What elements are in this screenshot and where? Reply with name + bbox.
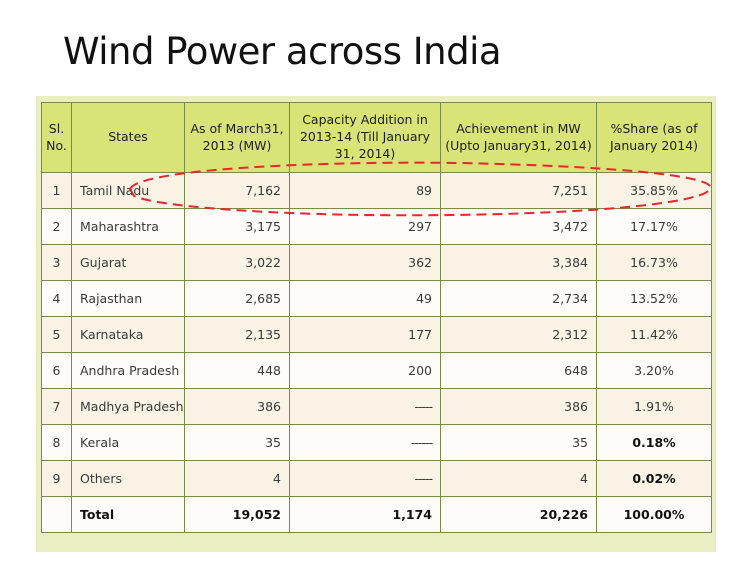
cell-share: 35.85% bbox=[596, 172, 712, 209]
table-row: 8 Kerala 35 ------ 35 0.18% bbox=[41, 424, 712, 461]
cell-state: Rajasthan bbox=[71, 280, 185, 317]
table-row: 3 Gujarat 3,022 362 3,384 16.73% bbox=[41, 244, 712, 281]
cell-state: Total bbox=[71, 496, 185, 533]
header-row: Sl. No. States As of March31, 2013 (MW) … bbox=[41, 102, 712, 173]
cell-addition: 1,174 bbox=[289, 496, 441, 533]
cell-state: Karnataka bbox=[71, 316, 185, 353]
cell-addition: ------ bbox=[289, 424, 441, 461]
cell-share: 16.73% bbox=[596, 244, 712, 281]
cell-march-2013: 2,135 bbox=[184, 316, 290, 353]
table-row: 5 Karnataka 2,135 177 2,312 11.42% bbox=[41, 316, 712, 353]
cell-share: 0.18% bbox=[596, 424, 712, 461]
total-row: Total 19,052 1,174 20,226 100.00% bbox=[41, 496, 712, 533]
cell-achievement: 4 bbox=[440, 460, 597, 497]
table-row: 6 Andhra Pradesh 448 200 648 3.20% bbox=[41, 352, 712, 389]
cell-march-2013: 3,022 bbox=[184, 244, 290, 281]
cell-state: Tamil Nadu bbox=[71, 172, 185, 209]
cell-sl: 7 bbox=[41, 388, 72, 425]
cell-sl: 6 bbox=[41, 352, 72, 389]
cell-sl bbox=[41, 496, 72, 533]
cell-march-2013: 3,175 bbox=[184, 208, 290, 245]
table-row: 9 Others 4 ----- 4 0.02% bbox=[41, 460, 712, 497]
cell-achievement: 20,226 bbox=[440, 496, 597, 533]
cell-addition: 200 bbox=[289, 352, 441, 389]
cell-achievement: 3,472 bbox=[440, 208, 597, 245]
cell-share: 11.42% bbox=[596, 316, 712, 353]
header-states: States bbox=[71, 102, 185, 173]
cell-share: 13.52% bbox=[596, 280, 712, 317]
cell-state: Others bbox=[71, 460, 185, 497]
cell-state: Madhya Pradesh bbox=[71, 388, 185, 425]
cell-share: 1.91% bbox=[596, 388, 712, 425]
cell-sl: 4 bbox=[41, 280, 72, 317]
cell-march-2013: 448 bbox=[184, 352, 290, 389]
table-row: 4 Rajasthan 2,685 49 2,734 13.52% bbox=[41, 280, 712, 317]
cell-share: 0.02% bbox=[596, 460, 712, 497]
cell-achievement: 2,734 bbox=[440, 280, 597, 317]
cell-addition: ----- bbox=[289, 388, 441, 425]
cell-state: Andhra Pradesh bbox=[71, 352, 185, 389]
cell-achievement: 648 bbox=[440, 352, 597, 389]
cell-addition: 49 bbox=[289, 280, 441, 317]
cell-achievement: 7,251 bbox=[440, 172, 597, 209]
cell-march-2013: 386 bbox=[184, 388, 290, 425]
cell-sl: 9 bbox=[41, 460, 72, 497]
header-sl-no: Sl. No. bbox=[41, 102, 72, 173]
cell-achievement: 3,384 bbox=[440, 244, 597, 281]
cell-share: 100.00% bbox=[596, 496, 712, 533]
cell-march-2013: 19,052 bbox=[184, 496, 290, 533]
cell-state: Maharashtra bbox=[71, 208, 185, 245]
wind-power-table: Sl. No. States As of March31, 2013 (MW) … bbox=[41, 102, 712, 533]
header-march-2013: As of March31, 2013 (MW) bbox=[184, 102, 290, 173]
cell-sl: 1 bbox=[41, 172, 72, 209]
cell-march-2013: 7,162 bbox=[184, 172, 290, 209]
cell-share: 3.20% bbox=[596, 352, 712, 389]
cell-march-2013: 2,685 bbox=[184, 280, 290, 317]
cell-addition: 177 bbox=[289, 316, 441, 353]
cell-addition: 89 bbox=[289, 172, 441, 209]
cell-march-2013: 35 bbox=[184, 424, 290, 461]
cell-sl: 5 bbox=[41, 316, 72, 353]
table-row: 1 Tamil Nadu 7,162 89 7,251 35.85% bbox=[41, 172, 712, 209]
cell-achievement: 386 bbox=[440, 388, 597, 425]
cell-sl: 3 bbox=[41, 244, 72, 281]
cell-achievement: 35 bbox=[440, 424, 597, 461]
cell-march-2013: 4 bbox=[184, 460, 290, 497]
cell-share: 17.17% bbox=[596, 208, 712, 245]
cell-addition: 362 bbox=[289, 244, 441, 281]
table-row: 7 Madhya Pradesh 386 ----- 386 1.91% bbox=[41, 388, 712, 425]
cell-achievement: 2,312 bbox=[440, 316, 597, 353]
slide-title: Wind Power across India bbox=[63, 30, 502, 73]
cell-sl: 2 bbox=[41, 208, 72, 245]
header-achievement: Achievement in MW (Upto January31, 2014) bbox=[440, 102, 597, 173]
cell-state: Kerala bbox=[71, 424, 185, 461]
cell-addition: 297 bbox=[289, 208, 441, 245]
cell-state: Gujarat bbox=[71, 244, 185, 281]
cell-sl: 8 bbox=[41, 424, 72, 461]
header-capacity-addition: Capacity Addition in 2013-14 (Till Janua… bbox=[289, 102, 441, 173]
table-row: 2 Maharashtra 3,175 297 3,472 17.17% bbox=[41, 208, 712, 245]
cell-addition: ----- bbox=[289, 460, 441, 497]
header-share: %Share (as of January 2014) bbox=[596, 102, 712, 173]
